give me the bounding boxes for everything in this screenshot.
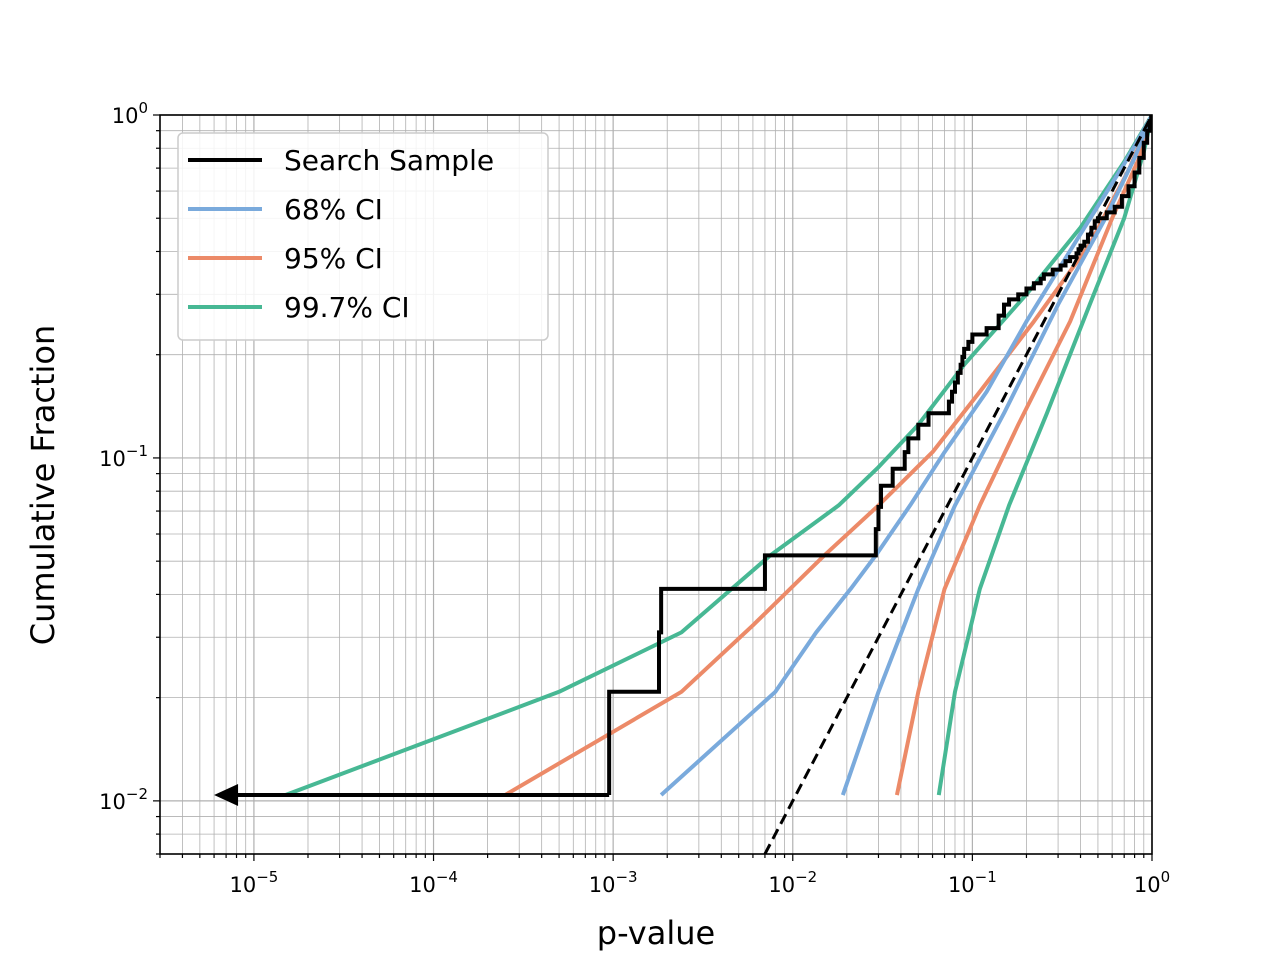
- series-68-ci-upper: [840, 115, 1152, 796]
- plot-frame: [159, 114, 1153, 855]
- y-tick-label: 10−1: [99, 442, 148, 471]
- x-tick-label: 10−5: [229, 868, 278, 897]
- axis-ticks: [153, 114, 1153, 861]
- series-95-ci-upper: [894, 115, 1152, 796]
- x-tick-label: 10−2: [768, 868, 817, 897]
- series-reference-diagonal: [763, 115, 1152, 854]
- x-tick-label: 10−1: [948, 868, 997, 897]
- series-68-ci-lower: [659, 115, 1152, 797]
- legend-label-95-ci: 95% CI: [284, 242, 383, 275]
- y-tick-label: 10−2: [99, 785, 148, 814]
- legend-label-search-sample: Search Sample: [284, 144, 494, 177]
- search-sample-arrow-head: [214, 784, 239, 807]
- legend-label-68-ci: 68% CI: [284, 193, 383, 226]
- y-tick-label: 100: [112, 99, 148, 128]
- arrow-layer: [214, 784, 610, 807]
- x-tick-label: 100: [1134, 868, 1170, 897]
- series-layer: [284, 115, 1152, 854]
- legend: Search Sample 68% CI 95% CI 99.7% CI: [177, 132, 549, 341]
- y-axis-title: Cumulative Fraction: [24, 325, 62, 646]
- series-search-sample: [607, 115, 1152, 796]
- x-tick-label: 10−4: [409, 868, 458, 897]
- tick-labels: 10−5 10−4 10−3 10−2 10−1 100 10−2 10−1 100: [99, 99, 1170, 897]
- series-99-7-ci-lower: [284, 115, 1152, 797]
- x-tick-label: 10−3: [589, 868, 638, 897]
- x-axis-title: p-value: [597, 914, 715, 952]
- legend-box: [177, 132, 549, 341]
- legend-label-99-7-ci: 99.7% CI: [284, 291, 410, 324]
